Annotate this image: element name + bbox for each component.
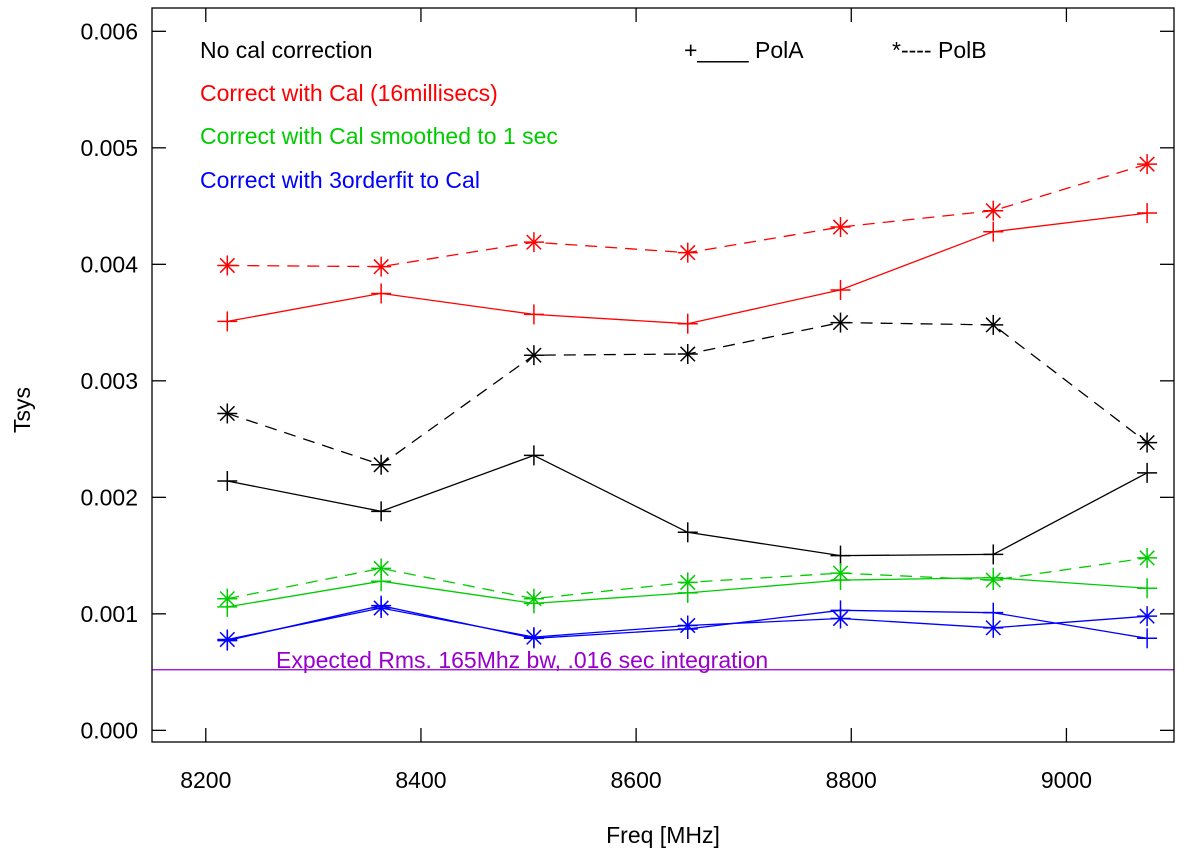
legend-correct-smoothed: Correct with Cal smoothed to 1 sec	[200, 123, 558, 149]
x-axis-label: Freq [MHz]	[606, 822, 720, 848]
data-point-plus	[983, 544, 1004, 565]
data-point-plus	[217, 311, 238, 332]
data-point-star	[217, 629, 238, 650]
y-tick-label: 0.000	[80, 717, 138, 743]
x-tick-label: 8400	[395, 767, 446, 793]
data-point-plus	[371, 283, 392, 304]
y-tick-label: 0.004	[80, 251, 138, 277]
series-7	[217, 598, 1158, 650]
data-point-plus	[1137, 578, 1158, 599]
legend-correct-3orderfit: Correct with 3orderfit to Cal	[200, 167, 480, 193]
data-point-plus	[830, 279, 851, 300]
data-point-plus	[523, 304, 544, 325]
series-2	[217, 203, 1158, 334]
x-tick-label: 9000	[1041, 767, 1092, 793]
series-0	[217, 445, 1158, 566]
x-tick-label: 8200	[180, 767, 231, 793]
data-point-star	[677, 242, 698, 263]
data-point-star	[217, 255, 238, 276]
data-point-star	[830, 563, 851, 584]
data-point-star	[1137, 154, 1158, 175]
plot-frame	[151, 7, 1175, 743]
data-point-star	[217, 588, 238, 609]
data-point-star	[1137, 547, 1158, 568]
ticks-layer: 8200 8400 8600 8800 9000 0.000 0.001 0.002 0.003…	[80, 8, 1174, 793]
y-tick-label: 0.001	[80, 601, 138, 627]
reference-line-label: Expected Rms. 165Mhz bw, .016 sec integr…	[276, 647, 768, 673]
data-point-plus	[830, 545, 851, 566]
data-point-star	[983, 314, 1004, 335]
data-point-plus	[677, 522, 698, 543]
data-point-plus	[523, 445, 544, 466]
y-tick-label: 0.006	[80, 18, 138, 44]
data-point-star	[983, 570, 1004, 591]
series-3	[217, 154, 1158, 277]
legend-polarization-a: +____ PolA	[684, 37, 804, 63]
data-point-star	[371, 454, 392, 475]
data-point-star	[677, 344, 698, 365]
data-point-star	[371, 256, 392, 277]
legend-no-cal-correction: No cal correction	[200, 37, 373, 63]
data-point-star	[983, 617, 1004, 638]
y-tick-label: 0.003	[80, 368, 138, 394]
data-point-star	[830, 608, 851, 629]
series-layer	[217, 154, 1158, 651]
y-tick-label: 0.005	[80, 135, 138, 161]
data-point-plus	[1137, 628, 1158, 649]
data-point-star	[677, 615, 698, 636]
series-line	[227, 212, 1148, 325]
y-tick-label: 0.002	[80, 484, 138, 510]
legend-polarization-b: *---- PolB	[892, 37, 987, 63]
data-point-star	[830, 217, 851, 238]
data-point-plus	[217, 471, 238, 492]
x-tick-label: 8600	[611, 767, 662, 793]
data-point-star	[830, 312, 851, 333]
x-tick-label: 8800	[826, 767, 877, 793]
data-point-star	[1137, 606, 1158, 627]
axes-layer	[151, 7, 1175, 743]
data-point-plus	[371, 501, 392, 522]
series-1	[217, 312, 1158, 475]
data-point-star	[677, 572, 698, 593]
y-axis-label: Tsys	[9, 387, 35, 433]
data-point-star	[523, 345, 544, 366]
data-point-plus	[1137, 462, 1158, 483]
data-point-star	[371, 598, 392, 619]
data-point-plus	[1137, 203, 1158, 224]
series-5	[217, 547, 1158, 609]
data-point-star	[983, 200, 1004, 221]
series-line	[227, 321, 1148, 466]
data-point-star	[1137, 432, 1158, 453]
data-point-plus	[677, 313, 698, 334]
data-point-star	[523, 627, 544, 648]
data-point-star	[217, 403, 238, 424]
data-point-star	[523, 588, 544, 609]
data-point-star	[523, 232, 544, 253]
data-point-plus	[983, 221, 1004, 242]
legend: No cal correction +____ PolA *---- PolB …	[200, 37, 987, 193]
data-point-star	[371, 558, 392, 579]
legend-correct-with-cal: Correct with Cal (16millisecs)	[200, 80, 498, 106]
